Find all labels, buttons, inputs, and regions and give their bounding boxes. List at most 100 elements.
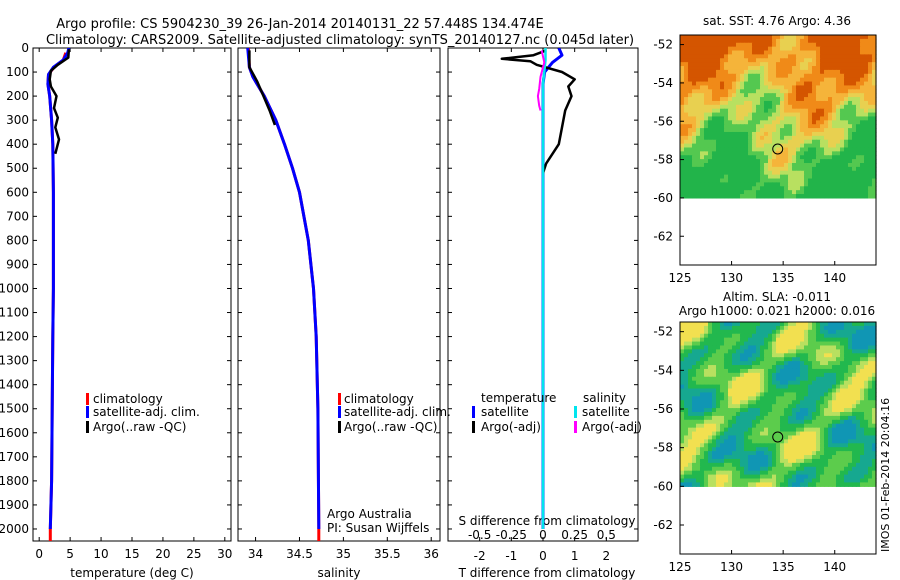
map-cell xyxy=(692,474,697,480)
map-cell xyxy=(804,69,809,75)
map-cell xyxy=(868,415,873,421)
map-cell xyxy=(696,380,701,386)
map-cell xyxy=(716,361,721,366)
map-cell xyxy=(776,190,781,195)
temperature-tick-labels: 0 5 10 15 20 25 30 xyxy=(35,48,232,561)
map-cell xyxy=(772,439,777,444)
map-cell xyxy=(808,100,813,106)
map-cell xyxy=(848,396,853,401)
map-cell xyxy=(724,345,729,350)
sst-map-frame xyxy=(679,34,877,266)
map-cell xyxy=(868,81,873,87)
map-cell xyxy=(768,93,773,98)
map-cell xyxy=(756,337,761,343)
x2-tick-label: 0.25 xyxy=(561,528,588,542)
map-cell xyxy=(848,345,853,350)
map-cell xyxy=(852,478,857,484)
map-cell xyxy=(680,427,685,433)
map-cell xyxy=(860,174,865,180)
map-cell xyxy=(812,159,817,164)
map-cell xyxy=(692,443,697,448)
map-cell xyxy=(760,427,765,433)
map-cell xyxy=(756,155,761,160)
map-cell xyxy=(716,455,721,460)
map-cell xyxy=(836,392,841,397)
map-cell xyxy=(864,325,869,331)
map-cell xyxy=(828,337,833,343)
map-cell xyxy=(816,128,821,133)
map-cell xyxy=(680,35,685,40)
map-cell xyxy=(872,376,877,382)
map-cell xyxy=(728,58,733,63)
map-cell xyxy=(792,128,797,133)
map-cell xyxy=(788,443,793,448)
map-cell xyxy=(788,143,793,149)
map-cell xyxy=(776,100,781,106)
map-cell xyxy=(688,174,693,180)
map-cell xyxy=(812,128,817,133)
map-cell xyxy=(840,194,845,199)
map-cell xyxy=(808,77,813,83)
map-cell xyxy=(732,415,737,421)
map-cell xyxy=(788,451,793,456)
map-cell xyxy=(800,423,805,429)
map-cell xyxy=(700,178,705,183)
map-cell xyxy=(800,62,805,67)
map-cell xyxy=(872,325,877,331)
map-cell xyxy=(724,182,729,187)
map-cell xyxy=(704,411,709,417)
map-cell xyxy=(828,81,833,87)
map-cell xyxy=(816,439,821,444)
map-cell xyxy=(840,81,845,87)
map-cell xyxy=(680,131,685,137)
map-cell xyxy=(820,89,825,94)
map-cell xyxy=(784,455,789,460)
map-cell xyxy=(828,35,833,40)
map-cell xyxy=(736,170,741,176)
map-cell xyxy=(680,325,685,331)
map-cell xyxy=(688,62,693,67)
map-cell xyxy=(724,190,729,195)
map-cell xyxy=(712,368,717,374)
map-cell xyxy=(844,365,849,370)
map-cell xyxy=(788,54,793,59)
map-cell xyxy=(704,357,709,362)
map-cell xyxy=(728,470,733,476)
map-cell xyxy=(732,116,737,121)
map-cell xyxy=(780,462,785,468)
map-cell xyxy=(820,408,825,413)
map-cell xyxy=(708,174,713,180)
map-cell xyxy=(816,455,821,460)
map-cell xyxy=(820,58,825,63)
map-cell xyxy=(844,380,849,386)
map-cell xyxy=(844,128,849,133)
map-cell xyxy=(816,89,821,94)
map-cell xyxy=(852,42,857,48)
map-cell xyxy=(816,112,821,118)
map-cell xyxy=(820,439,825,444)
map-cell xyxy=(728,372,733,378)
map-cell xyxy=(696,186,701,191)
map-cell xyxy=(700,108,705,114)
map-cell xyxy=(864,182,869,187)
map-cell xyxy=(772,159,777,164)
map-cell xyxy=(700,404,705,409)
map-cell xyxy=(816,170,821,176)
map-cell xyxy=(716,470,721,476)
map-cell xyxy=(864,104,869,110)
map-cell xyxy=(692,361,697,366)
map-cell xyxy=(684,365,689,370)
map-cell xyxy=(872,357,877,362)
map-cell xyxy=(792,50,797,55)
map-cell xyxy=(728,333,733,339)
map-cell xyxy=(804,151,809,156)
x-tick-label: 35 xyxy=(336,547,351,561)
map-cell xyxy=(732,85,737,90)
map-cell xyxy=(700,376,705,382)
map-cell xyxy=(848,190,853,195)
map-cell xyxy=(872,186,877,191)
map-cell xyxy=(708,353,713,358)
map-cell xyxy=(844,46,849,52)
map-cell xyxy=(716,174,721,180)
map-cell xyxy=(744,361,749,366)
